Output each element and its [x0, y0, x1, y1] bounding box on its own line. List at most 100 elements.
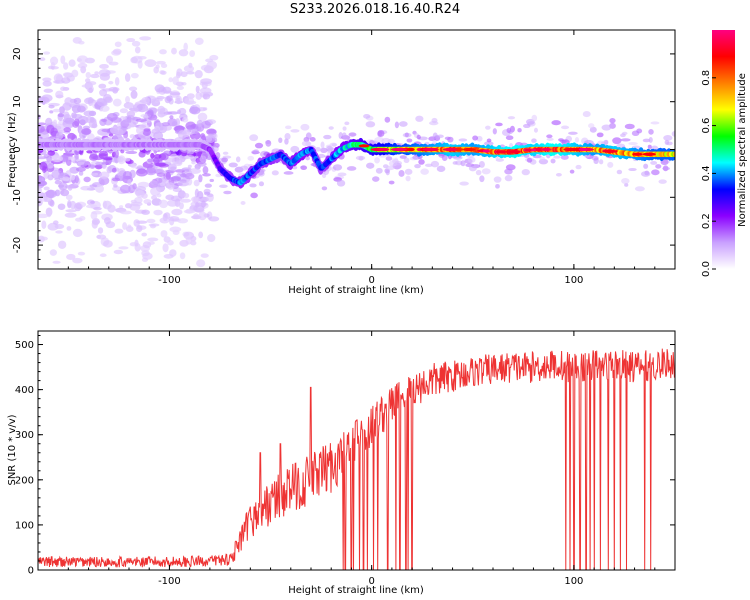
x-tick-label: 100 — [564, 275, 583, 286]
noise-blob — [169, 249, 177, 257]
x-tick-label: 100 — [564, 576, 583, 587]
noise-blob — [202, 93, 211, 100]
ridge-peak — [525, 148, 532, 152]
ridge-peak — [495, 150, 507, 154]
noise-blob — [63, 62, 69, 70]
noise-blob — [150, 152, 155, 159]
noise-blob — [167, 240, 174, 246]
noise-blob — [436, 134, 444, 139]
noise-blob — [459, 181, 469, 186]
colorbar-tick-label: 0.8 — [701, 70, 712, 86]
noise-blob — [117, 155, 126, 165]
noise-blob — [300, 123, 310, 131]
noise-blob — [81, 84, 94, 88]
colorbar-label: Normalized spectral amplitude — [737, 73, 748, 227]
noise-blob — [106, 166, 112, 174]
noise-blob — [495, 158, 504, 162]
noise-blob — [404, 168, 413, 175]
noise-blob — [61, 77, 71, 84]
noise-blob — [141, 97, 150, 105]
noise-blob — [99, 89, 108, 97]
y-tick-label: 200 — [15, 475, 34, 486]
noise-blob — [46, 124, 55, 134]
noise-blob — [168, 215, 180, 222]
noise-blob — [201, 81, 208, 90]
noise-blob — [415, 115, 424, 122]
noise-blob — [546, 137, 554, 141]
noise-blob — [43, 186, 50, 191]
noise-blob — [160, 152, 169, 161]
ridge-peak — [358, 144, 370, 148]
noise-blob — [588, 123, 595, 129]
noise-blob — [194, 188, 199, 198]
noise-blob — [111, 167, 117, 173]
colorbar-tick-label: 0.6 — [701, 118, 712, 134]
noise-blob — [90, 172, 99, 176]
noise-blob — [90, 200, 95, 204]
noise-blob — [531, 114, 538, 122]
noise-blob — [73, 97, 82, 105]
snr-series — [38, 348, 675, 570]
noise-blob — [182, 117, 189, 123]
noise-blob — [166, 95, 173, 102]
noise-blob — [99, 72, 111, 81]
noise-blob — [185, 121, 196, 130]
noise-blob — [62, 72, 72, 77]
noise-blob — [607, 161, 614, 168]
noise-blob — [170, 153, 178, 158]
noise-blob — [135, 118, 147, 123]
noise-blob — [290, 145, 300, 153]
noise-blob — [550, 158, 556, 164]
noise-blob — [114, 41, 122, 48]
noise-blob — [114, 76, 120, 86]
noise-blob — [52, 220, 59, 225]
noise-blob — [374, 157, 380, 164]
colorbar-ticks: 0.0 0.2 0.4 0.6 0.8 — [701, 70, 716, 277]
noise-blob — [99, 171, 110, 179]
noise-blob — [151, 128, 160, 135]
noise-blob — [67, 185, 73, 191]
noise-blob — [145, 167, 157, 176]
noise-blob — [197, 161, 207, 167]
noise-blob — [120, 184, 131, 194]
noise-blob — [68, 103, 81, 108]
noise-blob — [651, 169, 660, 176]
noise-blob — [414, 163, 421, 169]
noise-blob — [119, 205, 124, 209]
noise-blob — [560, 154, 569, 160]
noise-blob — [64, 212, 77, 218]
noise-blob — [43, 51, 51, 55]
noise-blob — [553, 155, 561, 159]
noise-blob — [171, 208, 183, 216]
spectrogram-blobs — [38, 36, 675, 268]
noise-blob — [160, 230, 168, 238]
noise-blob — [65, 209, 77, 213]
noise-blob — [89, 184, 98, 188]
noise-blob — [634, 186, 645, 192]
noise-blob — [467, 156, 476, 163]
noise-blob — [176, 85, 184, 90]
x-tick-label: -100 — [158, 275, 181, 286]
noise-blob — [76, 105, 86, 113]
ridge-peak — [442, 147, 458, 152]
noise-blob — [624, 123, 635, 130]
noise-blob — [77, 251, 86, 256]
noise-blob — [55, 90, 64, 99]
noise-blob — [160, 63, 168, 69]
noise-blob — [403, 157, 410, 163]
noise-blob — [113, 184, 118, 188]
noise-blob — [66, 226, 72, 231]
noise-blob — [183, 65, 195, 73]
noise-blob — [124, 73, 131, 82]
noise-blob — [191, 160, 196, 165]
noise-blob — [63, 127, 72, 133]
noise-blob — [41, 94, 53, 102]
noise-blob — [531, 138, 537, 143]
noise-blob — [305, 132, 312, 140]
noise-blob — [555, 172, 562, 177]
noise-blob — [108, 133, 114, 137]
ridge-peak — [540, 147, 552, 152]
noise-blob — [183, 42, 188, 51]
noise-blob — [171, 47, 177, 55]
